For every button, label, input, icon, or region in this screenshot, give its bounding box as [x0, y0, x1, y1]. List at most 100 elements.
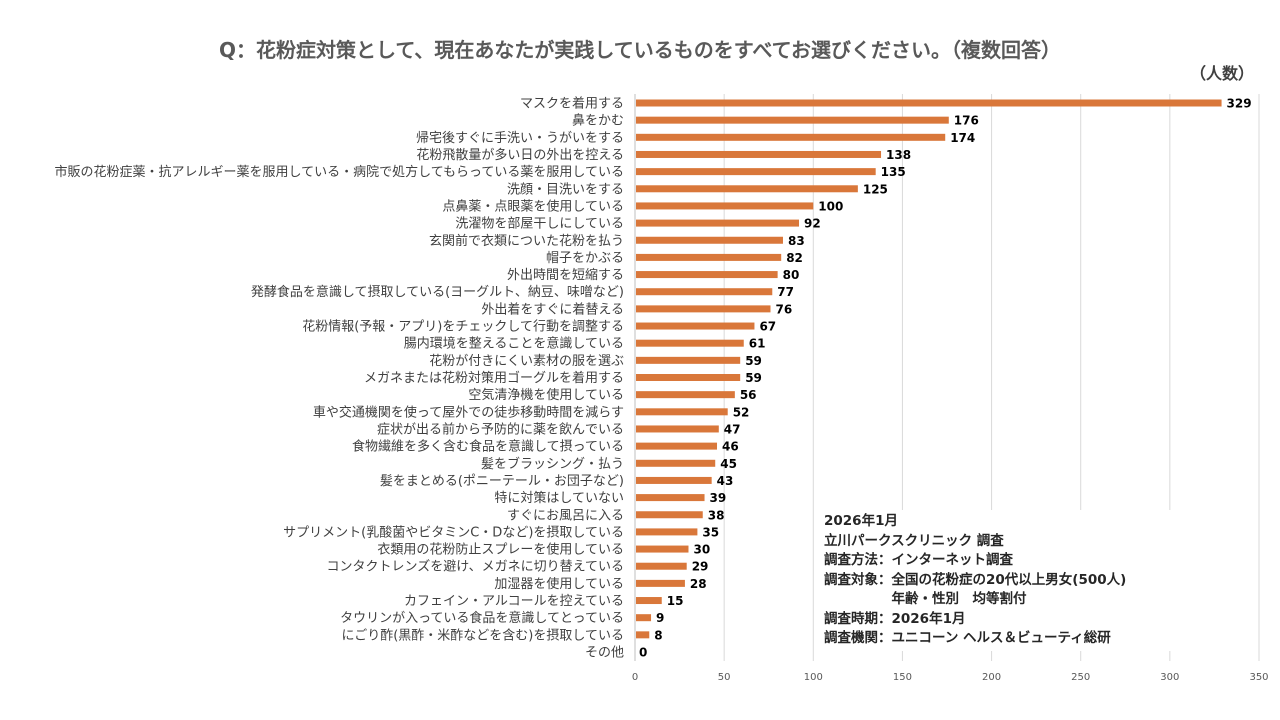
- category-label: 症状が出る前から予防的に薬を飲んでいる: [377, 421, 624, 437]
- x-tick-label: 100: [804, 672, 823, 683]
- data-label: 30: [693, 543, 710, 557]
- category-label: サプリメント(乳酸菌やビタミンC・Dなど)を摂取している: [283, 524, 624, 540]
- data-label: 9: [656, 611, 664, 625]
- category-label: メガネまたは花粉対策用ゴーグルを着用する: [364, 370, 624, 386]
- bar: [636, 271, 778, 279]
- category-label: コンタクトレンズを避け、メガネに切り替えている: [327, 559, 624, 575]
- bar: [636, 614, 652, 622]
- bar: [636, 408, 728, 416]
- unit-label: （人数）: [1190, 64, 1255, 83]
- note-line: 調査対象：全国の花粉症の20代以上男女(500人): [824, 571, 1127, 588]
- note-line: 2026年1月: [824, 513, 898, 529]
- category-label: 洗濯物を部屋干しにしている: [455, 217, 624, 232]
- x-tick-label: 250: [1071, 672, 1090, 683]
- bar: [636, 545, 689, 553]
- bar: [636, 442, 718, 450]
- category-label: 特に対策はしていない: [494, 490, 624, 506]
- bar: [636, 116, 949, 124]
- note-line: 年齢・性別 均等割付: [824, 591, 1027, 607]
- category-label: 髪をブラッシング・払う: [481, 456, 624, 472]
- data-label: 138: [886, 148, 911, 162]
- bar: [636, 579, 685, 587]
- bar: [636, 374, 741, 381]
- x-tick-label: 0: [632, 672, 638, 683]
- category-label: 花粉情報(予報・アプリ)をチェックして行動を調整する: [302, 319, 624, 335]
- bar: [636, 356, 741, 364]
- category-label: にごり酢(黒酢・米酢などを含む)を摂取している: [342, 627, 625, 643]
- bar: [636, 288, 773, 296]
- x-tick-label: 350: [1249, 672, 1268, 683]
- category-label: 点鼻薬・点眼薬を使用している: [442, 198, 624, 214]
- data-label: 15: [667, 594, 684, 608]
- data-label: 59: [745, 371, 762, 385]
- data-label: 67: [759, 320, 776, 334]
- bar: [636, 425, 719, 433]
- category-label: 髪をまとめる(ポニーテール・お団子など): [380, 474, 624, 489]
- category-label: 加湿器を使用している: [494, 576, 624, 592]
- category-label: 洗顔・目洗いをする: [507, 182, 624, 197]
- data-label: 56: [740, 388, 757, 402]
- data-label: 59: [745, 354, 762, 368]
- category-label: 衣類用の花粉防止スプレーを使用している: [377, 542, 624, 558]
- data-label: 100: [818, 199, 843, 213]
- bar: [636, 202, 814, 210]
- category-label: カフェイン・アルコールを控えている: [404, 594, 624, 609]
- data-label: 45: [720, 457, 737, 471]
- data-label: 77: [777, 285, 794, 299]
- data-label: 329: [1227, 97, 1252, 111]
- bar: [636, 305, 771, 313]
- data-label: 39: [710, 491, 727, 505]
- note-line: 調査機関：ユニコーン ヘルス＆ビューティ総研: [824, 630, 1111, 646]
- category-label: 車や交通機関を使って屋外での徒歩移動時間を減らす: [313, 404, 624, 420]
- data-label: 0: [639, 646, 647, 660]
- data-label: 29: [692, 560, 709, 574]
- category-label: 外出時間を短縮する: [507, 267, 624, 283]
- category-label: 玄関前で衣類についた花粉を払う: [429, 233, 624, 249]
- category-label: 花粉が付きにくい素材の服を選ぶ: [429, 353, 624, 369]
- data-label: 35: [702, 525, 719, 539]
- data-label: 43: [717, 474, 734, 488]
- data-label: 176: [954, 114, 979, 128]
- data-label: 82: [786, 251, 803, 265]
- x-tick-label: 50: [718, 672, 731, 683]
- bar: [636, 459, 716, 467]
- chart-title: Q：花粉症対策として、現在あなたが実践しているものをすべてお選びください。（複数…: [218, 38, 1061, 62]
- data-label: 46: [722, 440, 739, 454]
- category-label: 帰宅後すぐに手洗い・うがいをする: [416, 130, 624, 146]
- x-tick-label: 200: [982, 672, 1001, 683]
- category-label: すぐにお風呂に入る: [507, 508, 624, 523]
- category-label: 花粉飛散量が多い日の外出を控える: [416, 147, 624, 163]
- bar: [636, 150, 882, 158]
- bar: [636, 168, 876, 176]
- category-label: 空気清浄機を使用している: [468, 387, 624, 403]
- data-label: 125: [863, 182, 888, 196]
- data-label: 174: [950, 131, 975, 145]
- bar: [636, 476, 712, 484]
- bar: [636, 253, 782, 261]
- data-label: 76: [775, 302, 792, 316]
- bar: [636, 185, 858, 193]
- data-label: 38: [708, 508, 725, 522]
- bar: [636, 99, 1222, 107]
- note-line: 調査時期：2026年1月: [824, 610, 966, 627]
- bar: [636, 219, 800, 227]
- bar: [636, 511, 703, 519]
- note-line: 調査方法：インターネット調査: [824, 552, 1013, 568]
- data-label: 47: [724, 422, 741, 436]
- category-label: マスクを着用する: [520, 96, 624, 112]
- bar: [636, 494, 705, 502]
- category-label: 帽子をかぶる: [546, 250, 624, 266]
- data-label: 8: [654, 628, 662, 642]
- category-label: 外出着をすぐに着替える: [481, 301, 624, 317]
- bar: [636, 597, 662, 605]
- bar: [636, 391, 735, 399]
- x-tick-label: 300: [1160, 672, 1179, 683]
- data-label: 28: [690, 577, 707, 591]
- data-label: 135: [881, 165, 906, 179]
- category-label: 鼻をかむ: [572, 113, 624, 129]
- bar: [636, 562, 687, 570]
- data-label: 52: [733, 405, 750, 419]
- bar: [636, 236, 783, 244]
- bar: [636, 631, 650, 639]
- bar: [636, 339, 744, 347]
